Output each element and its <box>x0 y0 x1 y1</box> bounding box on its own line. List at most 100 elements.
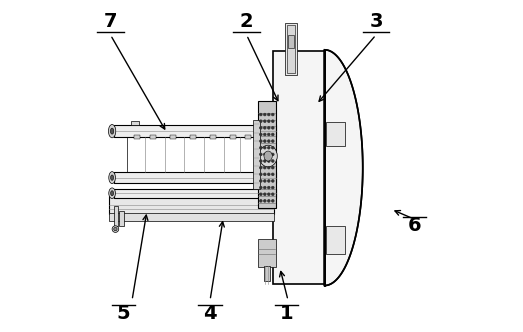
Circle shape <box>259 193 262 196</box>
Circle shape <box>271 166 274 169</box>
Circle shape <box>264 180 266 182</box>
Circle shape <box>264 146 266 149</box>
Bar <box>114 206 118 226</box>
Circle shape <box>264 133 266 136</box>
Circle shape <box>264 166 266 169</box>
Circle shape <box>259 166 262 169</box>
Circle shape <box>259 180 262 182</box>
Circle shape <box>259 140 262 142</box>
Bar <box>114 172 276 183</box>
Polygon shape <box>325 50 363 286</box>
Circle shape <box>267 193 270 196</box>
Circle shape <box>267 153 270 156</box>
Circle shape <box>271 180 274 182</box>
Circle shape <box>259 113 262 116</box>
Circle shape <box>271 173 274 176</box>
Circle shape <box>267 113 270 116</box>
Circle shape <box>267 173 270 176</box>
Bar <box>114 125 276 137</box>
Circle shape <box>259 186 262 189</box>
Circle shape <box>271 193 274 196</box>
Circle shape <box>271 126 274 129</box>
Circle shape <box>271 146 274 149</box>
Ellipse shape <box>110 128 114 134</box>
Bar <box>127 137 256 172</box>
Circle shape <box>267 200 270 202</box>
Circle shape <box>267 160 270 162</box>
Bar <box>257 101 276 208</box>
Text: 6: 6 <box>407 216 421 235</box>
Circle shape <box>259 133 262 136</box>
Circle shape <box>267 180 270 182</box>
Circle shape <box>267 166 270 169</box>
Circle shape <box>271 200 274 202</box>
Text: 1: 1 <box>280 304 293 323</box>
Bar <box>131 121 139 125</box>
Bar <box>114 189 276 198</box>
Text: 4: 4 <box>203 304 217 323</box>
Text: 7: 7 <box>104 12 117 31</box>
Bar <box>134 135 140 139</box>
Circle shape <box>264 193 266 196</box>
Circle shape <box>264 186 266 189</box>
Bar <box>109 213 274 221</box>
Circle shape <box>271 113 274 116</box>
Ellipse shape <box>264 151 272 161</box>
Bar <box>150 135 156 139</box>
Circle shape <box>264 173 266 176</box>
Bar <box>245 135 251 139</box>
Bar <box>326 226 345 254</box>
Bar <box>326 122 345 146</box>
Circle shape <box>267 146 270 149</box>
Bar <box>253 120 260 189</box>
Circle shape <box>264 140 266 142</box>
Circle shape <box>259 200 262 202</box>
Bar <box>273 51 325 284</box>
Ellipse shape <box>259 145 277 167</box>
Ellipse shape <box>114 227 117 231</box>
Bar <box>210 135 216 139</box>
Ellipse shape <box>110 191 113 196</box>
Circle shape <box>259 146 262 149</box>
Ellipse shape <box>110 175 113 180</box>
Ellipse shape <box>109 172 116 184</box>
Bar <box>288 35 294 48</box>
Bar <box>170 135 176 139</box>
Circle shape <box>271 140 274 142</box>
Ellipse shape <box>112 226 119 232</box>
Circle shape <box>271 120 274 123</box>
Text: 3: 3 <box>369 12 383 31</box>
Text: 5: 5 <box>117 304 131 323</box>
Circle shape <box>259 160 262 162</box>
Bar <box>109 196 274 214</box>
Circle shape <box>264 153 266 156</box>
Circle shape <box>259 126 262 129</box>
Bar <box>264 266 270 281</box>
Circle shape <box>271 153 274 156</box>
Circle shape <box>267 186 270 189</box>
Circle shape <box>267 140 270 142</box>
Circle shape <box>267 126 270 129</box>
Ellipse shape <box>108 124 116 138</box>
Bar <box>190 135 196 139</box>
Circle shape <box>267 120 270 123</box>
Ellipse shape <box>109 188 116 199</box>
Bar <box>119 211 124 226</box>
Circle shape <box>271 186 274 189</box>
Circle shape <box>264 120 266 123</box>
Bar <box>287 25 295 73</box>
Circle shape <box>264 160 266 162</box>
Circle shape <box>259 153 262 156</box>
Bar <box>257 239 276 267</box>
Circle shape <box>264 200 266 202</box>
Circle shape <box>259 120 262 123</box>
Circle shape <box>271 133 274 136</box>
Circle shape <box>267 133 270 136</box>
Bar <box>286 23 297 75</box>
Circle shape <box>259 173 262 176</box>
Circle shape <box>264 113 266 116</box>
Bar <box>230 135 236 139</box>
Text: 2: 2 <box>240 12 253 31</box>
Circle shape <box>271 160 274 162</box>
Circle shape <box>264 126 266 129</box>
